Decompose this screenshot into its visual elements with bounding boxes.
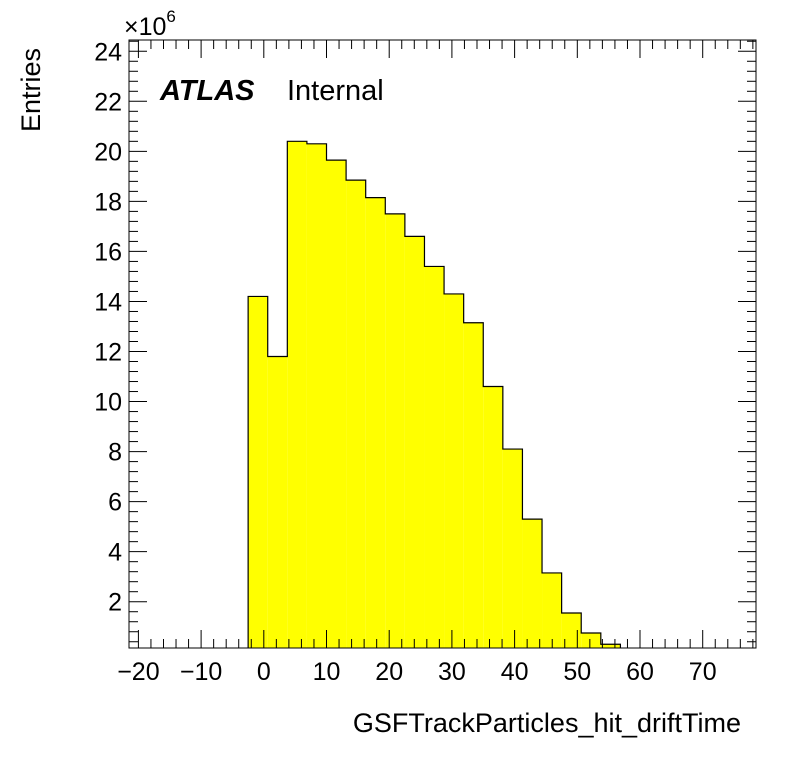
histogram-bar [483, 386, 503, 648]
histogram-bar [365, 197, 386, 648]
y-tick-label: 16 [94, 238, 122, 266]
histogram-bar [522, 519, 543, 648]
y-tick-label: 8 [108, 439, 122, 467]
y-multiplier: ×106 [124, 7, 176, 41]
y-tick-label: 10 [94, 389, 122, 417]
histogram-bar [561, 612, 582, 648]
y-tick-label: 24 [94, 38, 122, 66]
histogram-bar [502, 449, 523, 648]
histogram-bars [247, 140, 622, 649]
x-tick-label: −20 [117, 658, 159, 686]
x-tick-label: 0 [257, 658, 271, 686]
atlas-internal-label: Internal [287, 75, 384, 107]
histogram-bar [267, 356, 288, 648]
histogram-bar [306, 143, 327, 648]
histogram-bar [326, 160, 347, 649]
histogram-bar [287, 141, 307, 649]
x-tick-label: 50 [563, 658, 591, 686]
histogram-bar [600, 644, 621, 648]
y-axis-title: Entries [16, 48, 46, 132]
histogram-bar [385, 213, 405, 648]
histogram-bar [581, 632, 601, 648]
x-axis-title: GSFTrackParticles_hit_driftTime [353, 708, 741, 738]
x-tick-label: 10 [313, 658, 341, 686]
y-tick-label: 20 [94, 138, 122, 166]
x-tick-label: 20 [375, 658, 403, 686]
histogram-bar [463, 322, 484, 648]
y-tick-label: 2 [108, 589, 122, 617]
y-tick-label: 14 [94, 288, 122, 316]
x-tick-label: −10 [180, 658, 222, 686]
x-tick-label: 30 [438, 658, 466, 686]
x-tick-label: 70 [689, 658, 717, 686]
y-tick-label: 6 [108, 489, 122, 517]
x-tick-labels: −20 −10 0 10 20 30 40 50 60 70 [117, 658, 716, 686]
atlas-label: ATLAS [159, 75, 255, 107]
y-tick-label: 18 [94, 188, 122, 216]
histogram-bar [346, 180, 366, 648]
histogram-bar [248, 296, 268, 648]
histogram-outline [247, 140, 622, 648]
axis-ticks [129, 40, 756, 648]
x-tick-label: 40 [501, 658, 529, 686]
histogram-bar [444, 293, 464, 648]
x-tick-label: 60 [626, 658, 654, 686]
y-tick-label: 22 [94, 88, 122, 116]
plot-frame [128, 39, 757, 649]
y-tick-label: 4 [108, 539, 122, 567]
histogram-bar [404, 236, 425, 648]
histogram-bar [542, 572, 562, 648]
y-tick-label: 12 [94, 339, 122, 367]
histogram-bar [424, 266, 445, 648]
